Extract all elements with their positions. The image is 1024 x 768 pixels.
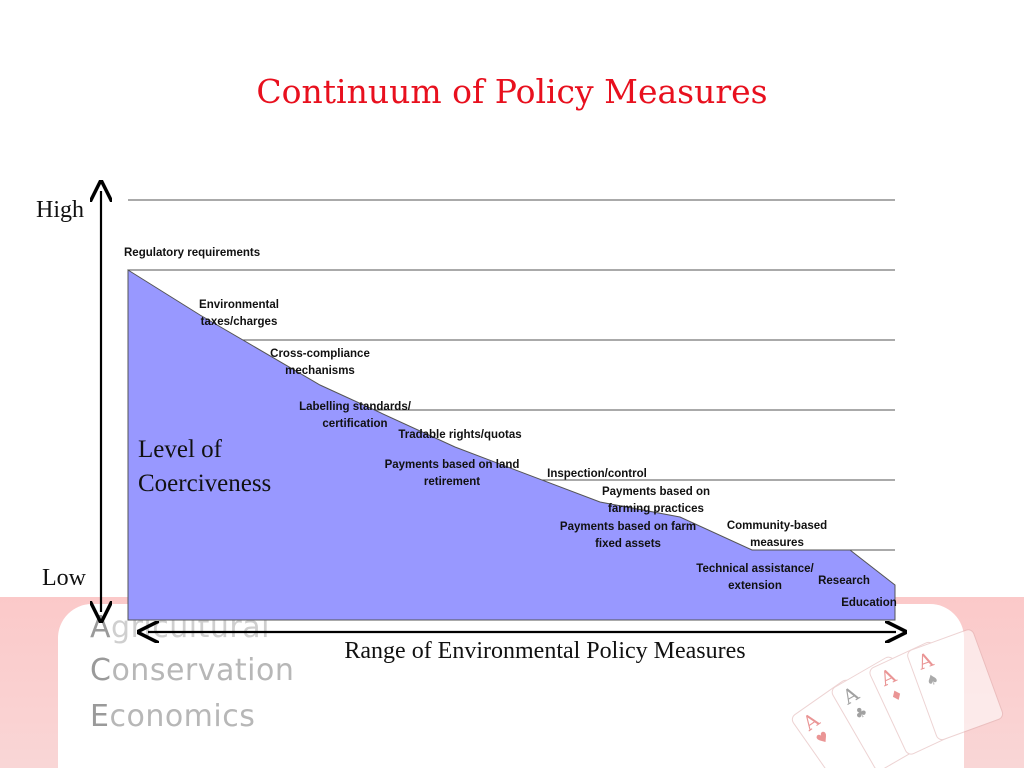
- coerciveness-area: [127, 269, 896, 621]
- range-label: Range of Environmental Policy Measures: [344, 638, 746, 664]
- coerciveness-label: Level of Coerciveness: [138, 436, 272, 497]
- measure-payments-farm-fixed-assets: Payments based on farm fixed assets: [559, 521, 697, 550]
- watermark-line-conservation: Conservation: [90, 653, 295, 688]
- measure-tradable-rights: Tradable rights/quotas: [398, 429, 522, 441]
- svg-text:♦: ♦: [888, 686, 906, 706]
- playing-cards-decoration: A ♥ A ♣ A ♦ A ♠: [791, 629, 1004, 768]
- measure-technical-assistance: Technical assistance/extension: [696, 563, 814, 592]
- measure-regulatory-requirements: Regulatory requirements: [124, 247, 261, 259]
- measure-research: Research: [818, 575, 870, 587]
- watermark-line-economics: Economics: [90, 699, 256, 734]
- measure-payments-land-retirement: Payments based on land retirement: [384, 459, 520, 488]
- measure-community-based: Community-based measures: [726, 520, 828, 549]
- measure-environmental-taxes: Environmental taxes/charges: [199, 299, 279, 328]
- measure-education: Education: [841, 597, 897, 609]
- measure-payments-farming-practices: Payments based on farming practices: [601, 486, 711, 515]
- measure-labelling-standards: Labelling standards/certification: [299, 401, 411, 430]
- svg-text:♠: ♠: [924, 671, 941, 690]
- measure-cross-compliance: Cross-compliance mechanisms: [270, 348, 370, 377]
- measure-inspection-control: Inspection/control: [547, 468, 647, 480]
- high-label: High: [36, 197, 84, 223]
- low-label: Low: [42, 565, 86, 591]
- page-title: Continuum of Policy Measures: [256, 72, 768, 111]
